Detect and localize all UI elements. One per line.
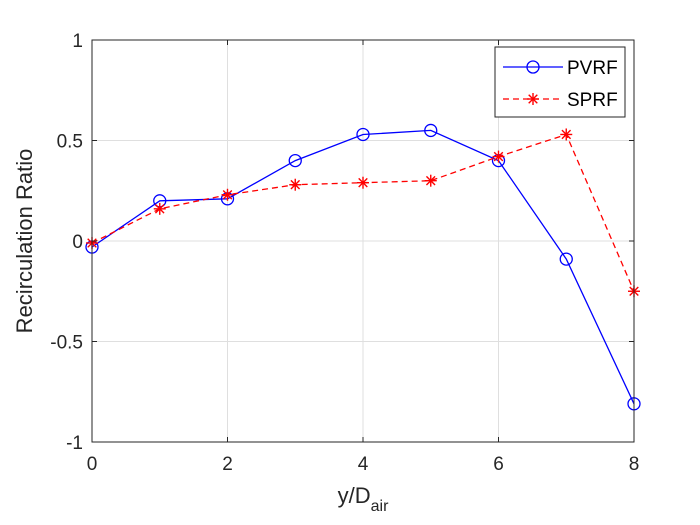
legend-marker-pvrf [526, 60, 540, 74]
point-pvrf [288, 153, 302, 168]
legend-label-pvrf: PVRF [567, 58, 618, 79]
point-pvrf [424, 123, 438, 138]
legend: PVRF SPRF [494, 46, 626, 118]
point-pvrf [559, 252, 573, 266]
x-axis-label: y/Dair [338, 483, 389, 515]
point-sprf [153, 202, 166, 215]
legend-marker-sprf [527, 93, 539, 105]
legend-box [494, 46, 626, 118]
point-sprf [357, 176, 369, 189]
point-sprf [560, 128, 573, 141]
point-sprf [492, 150, 505, 163]
y-tick-label: -1 [66, 433, 83, 454]
x-tick-label: 6 [493, 454, 504, 475]
legend-label-sprf: SPRF [567, 90, 618, 111]
point-sprf [221, 188, 234, 201]
point-pvrf [356, 127, 370, 142]
x-tick-label: 2 [222, 454, 233, 475]
x-tick-label: 0 [87, 454, 98, 475]
ticks: 0 2 4 6 8 -1 -0.5 0 0.5 1 [50, 31, 639, 475]
series-line-pvrf [91, 129, 635, 405]
y-tick-label: 0.5 [57, 132, 83, 153]
y-tick-label: 0 [72, 232, 83, 253]
point-sprf [289, 178, 302, 191]
x-axis-label-main: y/D [338, 483, 371, 508]
x-tick-label: 4 [358, 454, 369, 475]
y-tick-label: -0.5 [50, 333, 83, 354]
y-tick-label: 1 [72, 31, 83, 52]
y-axis-label: Recirculation Ratio [12, 149, 37, 334]
point-sprf [424, 174, 437, 187]
x-tick-label: 8 [629, 454, 640, 475]
x-axis-label-subscript: air [371, 498, 389, 515]
